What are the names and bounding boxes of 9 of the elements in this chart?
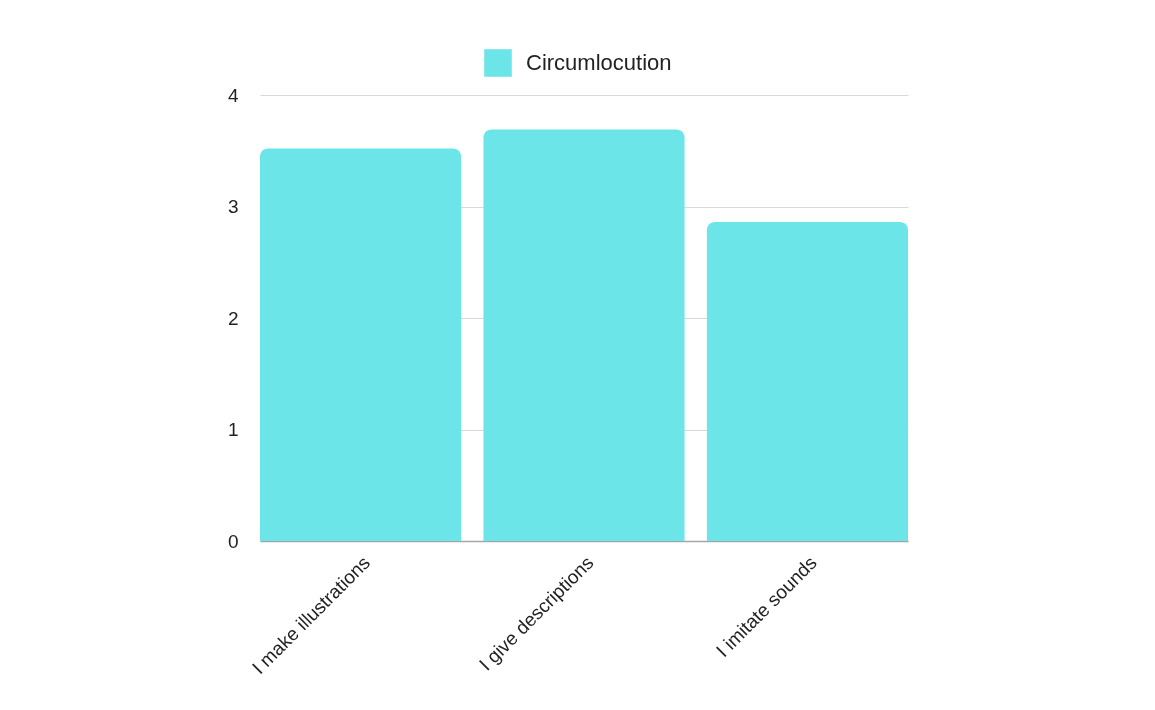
bar bbox=[483, 129, 685, 541]
legend-label: Circumlocution bbox=[526, 50, 672, 75]
y-tick-label: 3 bbox=[227, 196, 239, 217]
bar bbox=[706, 222, 908, 541]
bar bbox=[260, 148, 462, 541]
y-tick-label: 4 bbox=[227, 84, 239, 106]
y-tick-label: 0 bbox=[227, 530, 239, 552]
y-tick-label: 2 bbox=[227, 307, 239, 329]
y-tick-label: 1 bbox=[227, 419, 239, 440]
